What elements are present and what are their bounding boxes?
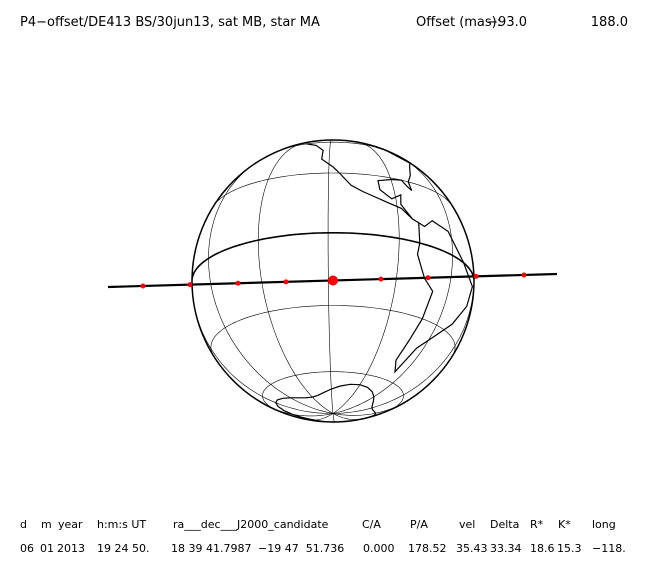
parallel	[214, 172, 452, 205]
shadow-track	[107, 272, 558, 289]
table-cell: 35.43	[456, 542, 488, 555]
coastline	[274, 383, 377, 423]
parallel	[210, 305, 456, 357]
column-header: vel	[459, 518, 475, 531]
meridian	[332, 270, 475, 414]
table-cell: −19 47 51.736	[258, 542, 344, 555]
column-header: Delta	[490, 518, 519, 531]
globe	[191, 139, 475, 423]
equator	[191, 232, 475, 280]
table-cell: 178.52	[408, 542, 447, 555]
meridian	[332, 413, 362, 420]
column-header: K*	[558, 518, 571, 531]
table-cell: 18 39 41.7987	[171, 542, 251, 555]
column-header: h:m:s UT	[97, 518, 146, 531]
table-cell: −118.	[592, 542, 626, 555]
track-point	[187, 282, 193, 288]
table-cell: 0.000	[363, 542, 395, 555]
table-cell: 06	[20, 542, 34, 555]
column-header: ra___dec___J2000_candidate	[173, 518, 329, 531]
table-cell: 15.3	[557, 542, 582, 555]
title: P4−offset/DE413 BS/30jun13, sat MB, star…	[20, 15, 320, 30]
table-cell: 33.34	[490, 542, 522, 555]
table-cell: 19 24 50.	[97, 542, 149, 555]
track-point	[283, 279, 289, 285]
track-point	[140, 283, 146, 289]
meridian	[332, 142, 400, 414]
offset-value: 188.0	[591, 15, 628, 30]
offset-value: −93.0	[487, 15, 527, 30]
coastline	[306, 143, 420, 224]
meridian	[192, 296, 333, 414]
event-table: d m year h:m:s UT ra___dec___J2000_candidate…	[20, 518, 626, 555]
parallel	[262, 371, 404, 411]
column-header: P/A	[410, 518, 428, 531]
column-header: year	[58, 518, 83, 531]
offset-label: Offset (mas):	[416, 15, 501, 30]
track-point	[378, 276, 384, 282]
meridian	[258, 143, 334, 414]
table-cell: 2013	[57, 542, 85, 555]
track-point	[473, 273, 479, 279]
track-point	[425, 275, 431, 281]
column-header: m	[41, 518, 52, 531]
meridian	[208, 162, 334, 414]
meridian	[327, 139, 334, 414]
meridian	[308, 413, 334, 421]
column-header: C/A	[362, 518, 381, 531]
column-header: d	[20, 518, 27, 531]
table-cell: 01	[40, 542, 54, 555]
track-point	[521, 272, 527, 278]
table-cell: 18.6	[530, 542, 555, 555]
column-header: R*	[530, 518, 544, 531]
track-point	[235, 280, 241, 286]
column-header: long	[592, 518, 616, 531]
closest-approach	[328, 275, 338, 286]
